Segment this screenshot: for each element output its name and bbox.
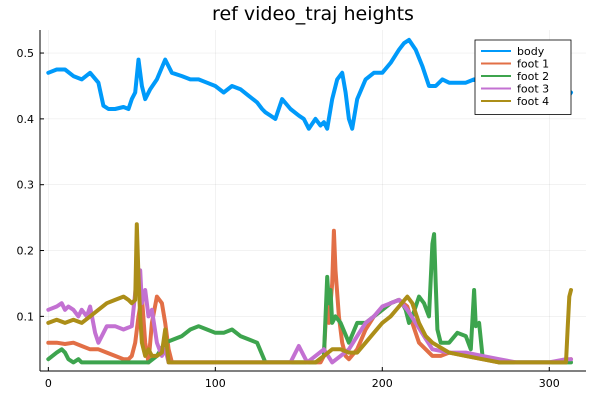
series-line-body: [46, 37, 573, 131]
plot-area: [46, 37, 573, 365]
series-line-foot-4: [46, 222, 573, 365]
x-tick-label: 100: [205, 377, 226, 390]
series-line-foot-2: [46, 232, 573, 365]
legend-label: foot 3: [517, 83, 549, 96]
legend-box: [474, 39, 572, 115]
legend-label: body: [517, 45, 545, 58]
y-tick-label: 0.3: [17, 179, 35, 192]
x-tick-label: 0: [45, 377, 52, 390]
x-tick-label: 200: [372, 377, 393, 390]
y-tick-label: 0.2: [17, 245, 35, 258]
axes: 0 100 200 300 0.1 0.2 0.3 0.4 0.5: [17, 30, 586, 390]
chart-title: ref video_traj heights: [212, 3, 414, 25]
x-tick-label: 300: [539, 377, 560, 390]
legend-label: foot 4: [517, 95, 549, 108]
y-tick-label: 0.5: [17, 47, 35, 60]
legend-label: foot 2: [517, 70, 549, 83]
y-tick-label: 0.4: [17, 113, 35, 126]
y-tick-label: 0.1: [17, 310, 35, 323]
legend-label: foot 1: [517, 58, 549, 71]
